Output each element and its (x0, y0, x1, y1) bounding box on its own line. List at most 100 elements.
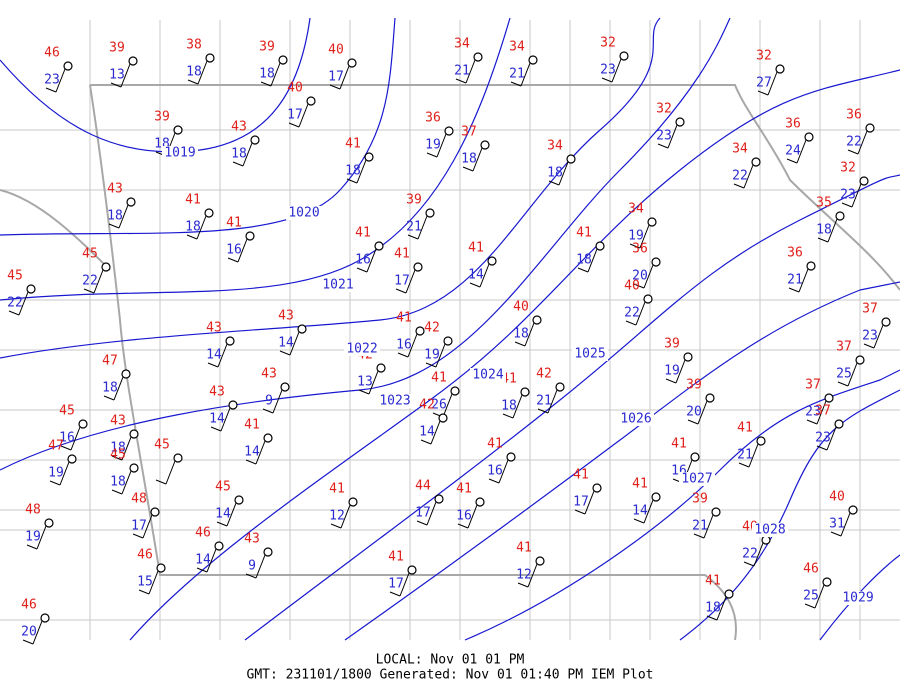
wind-barb (142, 514, 153, 539)
wind-barb (520, 62, 531, 87)
wind-barb (827, 218, 838, 243)
dew-point: 18 (102, 381, 118, 396)
temperature: 36 (425, 111, 441, 126)
dew-point: 23 (600, 63, 616, 78)
wind-barb (767, 71, 778, 96)
sky-cover (438, 413, 448, 423)
sky-cover (129, 463, 139, 473)
station: 43 18 (231, 120, 260, 167)
dew-point: 16 (226, 243, 242, 258)
wind-barb (32, 620, 43, 645)
station: 46 23 (44, 46, 73, 93)
station: 41 26 (431, 371, 460, 418)
temperature: 41 (737, 421, 753, 436)
isobar-label-bg (470, 368, 506, 382)
isobar (0, 17, 511, 301)
dew-point: 22 (82, 274, 98, 289)
isobar (244, 174, 900, 641)
temperature: 41 (185, 193, 201, 208)
temperature: 43 (206, 321, 222, 336)
wind-barb (512, 394, 523, 419)
wind-barb-flag (425, 362, 437, 368)
sky-cover (234, 495, 244, 505)
wind-barb (242, 142, 253, 167)
wind-barb (847, 362, 858, 387)
temperature: 34 (628, 202, 644, 217)
wind-barb-flag (245, 459, 257, 465)
dew-point: 17 (415, 506, 431, 521)
sky-cover (683, 352, 693, 362)
wind-barb-flag (548, 180, 560, 186)
sky-cover (822, 577, 832, 587)
sky-cover (225, 336, 235, 346)
dew-point: 18 (110, 441, 126, 456)
wind-barb (196, 215, 207, 240)
isobar-label-bg (162, 146, 198, 160)
state-borders (0, 84, 900, 641)
station: 43 14 (206, 321, 235, 368)
wind-barb-flag (469, 282, 481, 288)
sky-cover (129, 429, 139, 439)
wind-barb-flag (155, 479, 167, 485)
temperature: 37 (461, 125, 477, 140)
wind-barb-flag (262, 408, 274, 414)
wind-barb (524, 322, 535, 347)
dew-point: 25 (836, 367, 852, 382)
station: 41 14 (632, 477, 661, 524)
wind-barb-flag (706, 615, 718, 621)
wind-barb-flag (629, 243, 641, 249)
sky-cover (214, 541, 224, 551)
dew-point: 14 (278, 336, 294, 351)
wind-barb (796, 139, 807, 164)
temperature: 40 (328, 43, 344, 58)
sky-cover (173, 453, 183, 463)
isobar-label-bg (618, 412, 654, 426)
dew-point: 9 (265, 394, 273, 409)
wind-barb (748, 443, 759, 468)
station: 37 18 (461, 125, 490, 172)
wind-barb (366, 248, 377, 273)
isobar-label: 1026 (620, 412, 651, 427)
wind-barb-flag (395, 288, 407, 294)
wind-barb (814, 584, 825, 609)
station: 38 18 (186, 38, 215, 85)
wind-barb (298, 103, 309, 128)
sky-cover (535, 556, 545, 566)
dew-point: 23 (805, 405, 821, 420)
sky-cover (121, 369, 131, 379)
dew-point: 14 (419, 425, 435, 440)
sky-cover (859, 176, 869, 186)
station: 43 9 (244, 532, 273, 579)
wind-barb (289, 331, 300, 356)
station: 34 21 (509, 40, 538, 87)
wind-barb (436, 133, 447, 158)
wind-barb-flag (232, 161, 244, 167)
temperature: 38 (186, 38, 202, 53)
sky-cover (532, 315, 542, 325)
temperature: 43 (110, 414, 126, 429)
isobar (0, 17, 731, 471)
sky-cover (67, 454, 77, 464)
wind-barb-flag (510, 81, 522, 87)
station: 45 (154, 438, 183, 485)
dew-point: 22 (624, 306, 640, 321)
wind-barb-flag (329, 84, 341, 90)
temperature: 37 (836, 340, 852, 355)
sky-cover (228, 400, 238, 410)
sky-cover (724, 589, 734, 599)
dew-point: 17 (394, 274, 410, 289)
station: 37 25 (836, 340, 865, 387)
sky-cover (364, 152, 374, 162)
wind-barb-flag (738, 462, 750, 468)
dew-point: 21 (454, 64, 470, 79)
isobar-label: 1028 (754, 523, 785, 538)
wind-barb (816, 400, 827, 425)
wind-barb (417, 215, 428, 240)
wind-barb-flag (132, 533, 144, 539)
station: 40 17 (328, 43, 357, 90)
station: 41 12 (516, 541, 545, 588)
wind-barb-flag (830, 531, 842, 537)
isobar (344, 281, 900, 641)
dew-point: 14 (195, 553, 211, 568)
wind-barb (148, 570, 159, 595)
